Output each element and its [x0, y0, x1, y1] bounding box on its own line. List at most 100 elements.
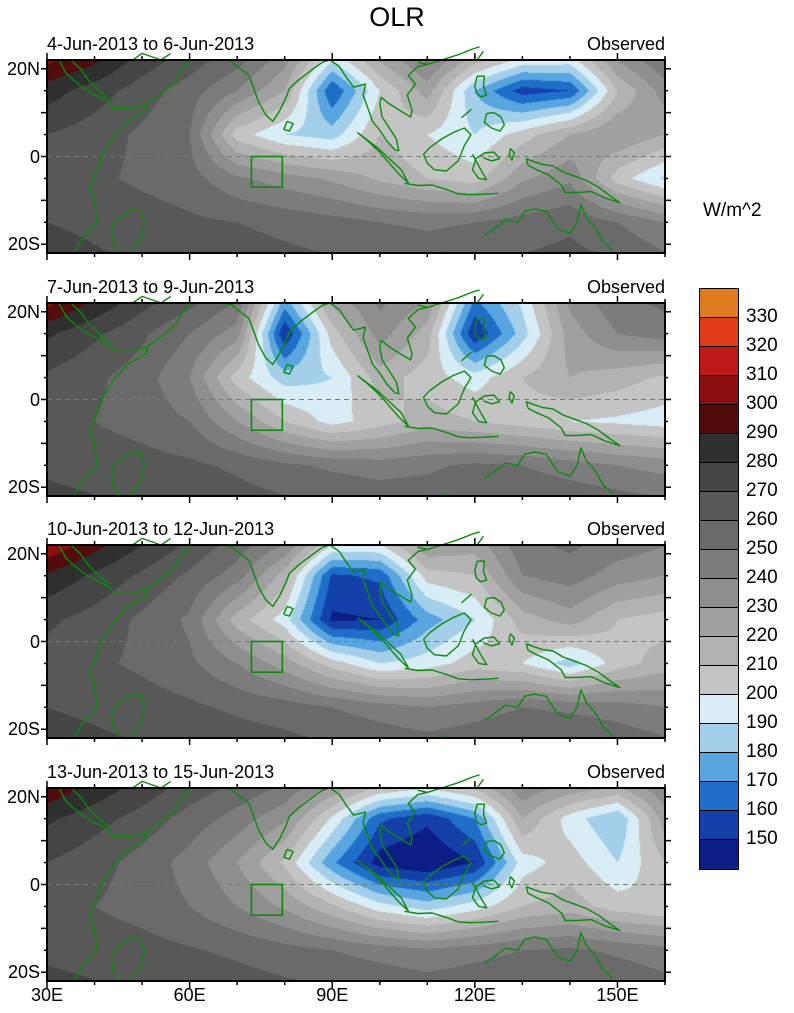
- colorbar-block: [700, 550, 738, 579]
- coastline-path: [283, 848, 294, 860]
- y-tick-label: 0: [29, 874, 40, 895]
- coastline-path: [356, 859, 409, 912]
- colorbar-tick-label: 160: [746, 799, 778, 820]
- map-frame: [46, 544, 666, 739]
- panel-header-2: 7-Jun-2013 to 9-Jun-2013 Observed: [47, 277, 665, 298]
- coastline-path: [508, 391, 515, 404]
- panel-source-label: Observed: [586, 762, 665, 782]
- coastline-path: [461, 351, 472, 362]
- colorbar-tick-label: 320: [746, 335, 778, 356]
- coastline-path: [132, 780, 171, 789]
- coastline-path: [476, 778, 484, 789]
- coastline-path: [110, 208, 146, 254]
- colorbar-tick-label: 180: [746, 741, 778, 762]
- coastline-path: [471, 394, 501, 424]
- coastline-path: [474, 803, 488, 826]
- y-tick-label: 20S: [7, 477, 40, 498]
- coastline-path: [283, 605, 294, 617]
- coastline-path: [483, 354, 505, 375]
- coastline-path: [72, 588, 148, 739]
- map-panel-4: 20N 0 20S: [7, 774, 671, 988]
- region-box: [250, 398, 284, 432]
- x-tick-label: 60E: [173, 985, 206, 1005]
- coastline-path: [404, 182, 499, 196]
- coastline-path: [471, 879, 501, 909]
- colorbar-tick-label: 310: [746, 364, 778, 385]
- coastline-path: [525, 643, 621, 689]
- figure-title: OLR: [369, 2, 425, 32]
- coastline-path: [70, 302, 110, 344]
- coastline-path: [132, 52, 171, 61]
- coastline-path: [484, 932, 614, 980]
- coastline-path: [404, 910, 499, 924]
- colorbar-tick-label: 170: [746, 770, 778, 791]
- y-tick-label: 0: [29, 389, 40, 410]
- colorbar-tick-label: 150: [746, 828, 778, 849]
- coastline-path: [58, 544, 193, 594]
- panel-source-label: Observed: [586, 519, 665, 539]
- map-panel-2: 20N 0 20S: [7, 289, 671, 503]
- coastline-path: [484, 204, 614, 252]
- colorbar-block: [700, 724, 738, 753]
- x-tick-label: 30E: [30, 985, 64, 1005]
- coastline-path: [474, 75, 488, 98]
- coastline-path: [417, 289, 480, 309]
- coastline-path: [508, 148, 515, 161]
- coastline-path: [476, 535, 484, 546]
- y-tick-label: 20N: [6, 301, 40, 322]
- coastline-path: [422, 370, 472, 415]
- colorbar-block: [700, 840, 738, 869]
- colorbar-block: [700, 666, 738, 695]
- colorbar-block: [700, 579, 738, 608]
- coastline-path: [417, 46, 480, 66]
- coastline-path: [422, 612, 472, 657]
- coastline-path: [461, 108, 472, 119]
- colorbar-block: [700, 637, 738, 666]
- map-overlay-1: [41, 46, 671, 260]
- coastline-path: [70, 544, 110, 586]
- region-box: [250, 155, 284, 189]
- map-panel-1: 20N 0 20S: [7, 46, 671, 260]
- coastline-path: [222, 302, 331, 366]
- coastline-path: [476, 50, 484, 61]
- colorbar-block: [700, 376, 738, 405]
- region-box: [250, 883, 284, 917]
- y-tick-label: 20N: [6, 786, 40, 807]
- panel-date-range: 10-Jun-2013 to 12-Jun-2013: [47, 519, 275, 539]
- coastline-path: [356, 616, 409, 669]
- colorbar-block: [700, 347, 738, 376]
- coastline-path: [110, 936, 146, 982]
- coastline-path: [356, 374, 409, 427]
- panel-source-label: Observed: [586, 277, 665, 297]
- map-overlay-2: [41, 289, 671, 503]
- coastline-path: [404, 667, 499, 681]
- colorbar-tick-label: 330: [746, 306, 778, 327]
- coastline-path: [329, 59, 428, 152]
- colorbar-block: [700, 463, 738, 492]
- coastline-path: [72, 103, 148, 254]
- coastline-path: [483, 839, 505, 860]
- colorbar-tick-label: 190: [746, 712, 778, 733]
- coastline-path: [474, 318, 488, 341]
- coastline-path: [483, 596, 505, 617]
- coastline-path: [329, 787, 428, 880]
- map-panel-3: 20N 0 20S: [7, 531, 671, 745]
- panel-header-3: 10-Jun-2013 to 12-Jun-2013 Observed: [47, 519, 665, 540]
- colorbar-block: [700, 608, 738, 637]
- coastline-path: [471, 636, 501, 666]
- coastline-path: [58, 787, 193, 837]
- colorbar-tick-label: 270: [746, 480, 778, 501]
- colorbar-block: [700, 405, 738, 434]
- coastline-path: [110, 451, 146, 497]
- colorbar-tick-label: 220: [746, 625, 778, 646]
- colorbar-block: [700, 782, 738, 811]
- x-tick-label: 90E: [316, 985, 349, 1005]
- colorbar-tick-label: 210: [746, 654, 778, 675]
- y-tick-label: 20S: [7, 962, 40, 983]
- coastline-path: [222, 544, 331, 608]
- panel-date-range: 7-Jun-2013 to 9-Jun-2013: [47, 277, 255, 297]
- coastline-path: [70, 59, 110, 101]
- y-tick-label: 0: [29, 631, 40, 652]
- panel-header-4: 13-Jun-2013 to 15-Jun-2013 Observed: [47, 762, 665, 783]
- y-tick-label: 0: [29, 146, 40, 167]
